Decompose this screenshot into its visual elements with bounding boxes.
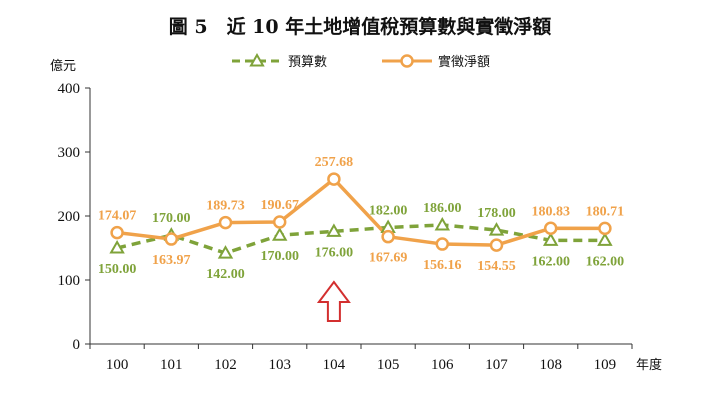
data-label-actual: 180.83 xyxy=(531,204,570,219)
actual-point xyxy=(218,215,233,230)
data-label-actual: 257.68 xyxy=(315,155,354,170)
data-label-budget: 162.00 xyxy=(531,254,570,269)
data-label-budget: 162.00 xyxy=(586,254,625,269)
x-axis-unit: 年度 xyxy=(636,357,662,373)
budget-point xyxy=(542,232,559,246)
y-tick-label: 0 xyxy=(73,337,81,353)
legend: 預算數 實徵淨額 xyxy=(232,52,490,70)
budget-point xyxy=(597,232,613,246)
budget-point xyxy=(217,245,234,259)
data-label-budget: 150.00 xyxy=(98,262,137,277)
chart-title: 圖 5 近 10 年土地增值稅預算數與實徵淨額 xyxy=(169,15,552,38)
x-tick-label: 105 xyxy=(377,357,400,373)
data-label-actual: 167.69 xyxy=(369,251,408,266)
x-tick-label: 103 xyxy=(268,357,291,373)
axes: 0 100 200 300 400 100 101 102 103 104 105 106 107 108… xyxy=(58,81,633,373)
data-label-budget: 170.00 xyxy=(152,211,191,226)
data-label-actual: 163.97 xyxy=(152,253,191,268)
budget-point xyxy=(488,222,505,236)
data-label-budget: 186.00 xyxy=(423,201,462,216)
x-tick-label: 101 xyxy=(160,357,183,373)
x-tick-label: 106 xyxy=(431,357,454,373)
actual-point xyxy=(272,215,287,229)
legend-label: 實徵淨額 xyxy=(438,54,490,70)
x-tick-label: 104 xyxy=(323,357,346,373)
budget-point xyxy=(434,216,451,231)
x-tick-label: 102 xyxy=(214,357,237,373)
x-tick-label: 107 xyxy=(485,357,508,373)
budget-point xyxy=(326,223,342,237)
actual-point xyxy=(327,172,341,186)
series-line-actual xyxy=(116,177,605,247)
plot-area: 150.00 174.07 170.00 163.97 142.00 189.73 170.… xyxy=(98,155,625,322)
data-label-actual: 180.71 xyxy=(586,204,625,219)
y-tick-label: 300 xyxy=(58,145,81,161)
actual-point xyxy=(598,221,612,236)
data-label-actual: 154.55 xyxy=(477,259,516,274)
x-tick-label: 108 xyxy=(539,357,562,373)
actual-point xyxy=(110,225,124,240)
highlight-arrow xyxy=(316,280,351,322)
legend-marker xyxy=(249,52,265,67)
actual-point xyxy=(489,238,504,252)
data-label-budget: 182.00 xyxy=(369,204,408,219)
legend-marker xyxy=(400,54,414,68)
x-tick-label: 109 xyxy=(594,357,617,373)
series-line-budget xyxy=(116,223,605,255)
data-label-actual: 190.67 xyxy=(260,198,299,213)
budget-point xyxy=(109,239,125,254)
y-tick-label: 200 xyxy=(58,209,81,225)
budget-point xyxy=(271,227,288,241)
data-label-budget: 170.00 xyxy=(260,249,299,264)
actual-point xyxy=(435,237,450,251)
data-label-budget: 176.00 xyxy=(315,245,354,260)
data-label-actual: 174.07 xyxy=(98,209,137,224)
actual-point xyxy=(543,221,558,236)
legend-label: 預算數 xyxy=(288,55,327,70)
y-tick-label: 100 xyxy=(58,273,81,289)
actual-point xyxy=(381,229,395,244)
data-label-actual: 189.73 xyxy=(206,199,245,214)
data-label-actual: 156.16 xyxy=(423,258,462,273)
data-label-budget: 142.00 xyxy=(206,267,245,282)
y-axis-unit: 億元 xyxy=(50,58,76,74)
actual-point xyxy=(164,232,179,246)
data-label-budget: 178.00 xyxy=(477,206,516,221)
y-tick-label: 400 xyxy=(58,81,81,97)
x-tick-label: 100 xyxy=(106,357,129,373)
